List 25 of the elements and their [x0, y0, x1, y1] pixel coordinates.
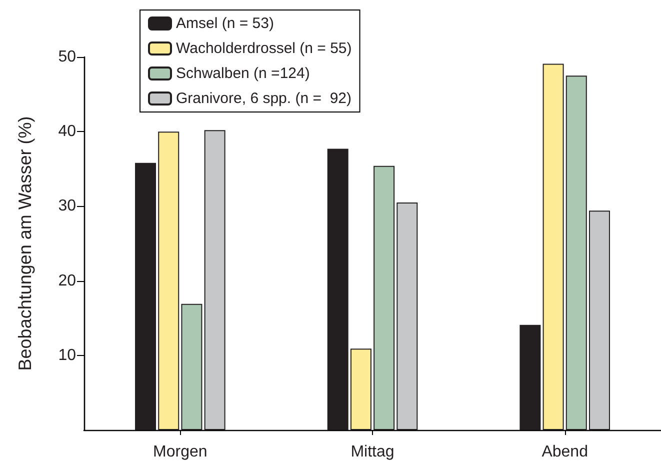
legend-label: Amsel (n = 53) [176, 15, 274, 32]
legend-label: Granivore, 6 spp. (n = 92) [176, 90, 352, 107]
bar [588, 210, 610, 430]
y-tick-label: 10 [58, 346, 76, 364]
bar [350, 348, 372, 430]
x-tick-label: Abend [542, 444, 588, 460]
y-tick-label: 40 [58, 123, 76, 140]
bar [158, 132, 180, 430]
x-tick-label: Mittag [350, 444, 394, 460]
y-axis-title: Beobachtungen am Wasser (%) [15, 116, 35, 371]
bar [204, 130, 226, 430]
legend-label: Schwalben (n =124) [176, 65, 310, 82]
y-tick-label: 50 [58, 48, 76, 66]
legend-label: Wacholderdrossel (n = 55) [176, 40, 352, 57]
x-tick-label: Morgen [153, 444, 208, 460]
bar [327, 148, 348, 430]
bar [566, 76, 587, 430]
bar [181, 304, 202, 430]
y-tick-label: 20 [58, 272, 76, 290]
bar [374, 166, 395, 430]
bar [520, 324, 541, 430]
bar [396, 202, 418, 430]
y-tick-label: 30 [58, 198, 76, 215]
bar [542, 64, 564, 430]
bar [135, 162, 156, 430]
